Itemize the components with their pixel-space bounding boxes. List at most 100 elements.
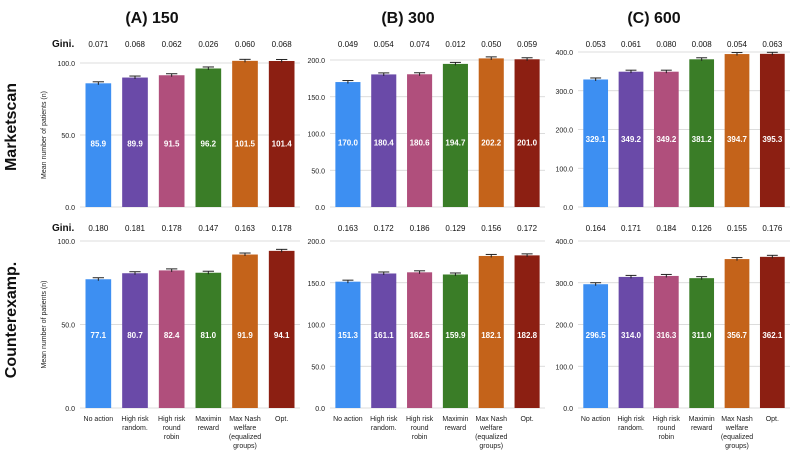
bar-value-label: 170.0 (338, 138, 359, 147)
x-tick-label: High risk (653, 416, 681, 423)
x-tick-label: welfare (479, 425, 503, 432)
y-tick-label: 100.0 (57, 61, 75, 68)
bar-value-label: 81.0 (201, 331, 217, 340)
x-tick-label: Maximin (442, 416, 468, 423)
bar-value-label: 180.4 (374, 138, 395, 147)
gini-label: Gini. (52, 223, 74, 234)
y-tick-label: 50.0 (61, 133, 75, 140)
y-tick-label: 300.0 (555, 281, 573, 288)
bar (85, 83, 112, 207)
bar (335, 281, 361, 408)
bar (478, 58, 504, 208)
gini-value: 0.178 (162, 224, 183, 233)
bar (407, 272, 433, 408)
bar-value-label: 349.2 (656, 135, 677, 144)
bar (689, 278, 715, 408)
y-tick-label: 50.0 (311, 168, 325, 175)
y-tick-label: 150.0 (307, 95, 325, 102)
x-tick-label: High risk (158, 416, 186, 423)
x-tick-label: Maximin (689, 416, 715, 423)
gini-value: 0.176 (762, 224, 783, 233)
x-tick-label: (equalized (229, 434, 261, 441)
bar (85, 279, 112, 408)
x-tick-label: (equalized (475, 434, 507, 441)
x-tick-label: random. (618, 425, 644, 432)
x-tick-label: Max Nash (721, 416, 753, 423)
x-tick-label: round (411, 425, 429, 432)
bar-value-label: 180.6 (410, 138, 431, 147)
y-tick-label: 100.0 (57, 239, 75, 246)
bar (232, 60, 258, 208)
column-title-0: (A) 150 (125, 10, 178, 27)
bar-value-label: 362.1 (762, 331, 783, 340)
bar-value-label: 89.9 (127, 140, 143, 149)
y-tick-label: 0.0 (315, 205, 325, 212)
gini-value: 0.180 (88, 224, 109, 233)
bar (724, 54, 750, 208)
bar-value-label: 201.0 (517, 138, 538, 147)
gini-value: 0.008 (692, 40, 713, 49)
bar (653, 275, 679, 408)
bar-value-label: 91.5 (164, 140, 180, 149)
y-tick-label: 0.0 (65, 205, 75, 212)
gini-value: 0.074 (410, 40, 431, 49)
y-tick-label: 400.0 (555, 239, 573, 246)
gini-value: 0.049 (338, 40, 359, 49)
x-tick-label: reward (691, 425, 713, 432)
y-tick-label: 200.0 (555, 128, 573, 135)
gini-value: 0.155 (727, 224, 748, 233)
gini-value: 0.129 (445, 224, 466, 233)
bar-value-label: 77.1 (91, 331, 107, 340)
x-tick-label: No action (84, 416, 114, 423)
gini-value: 0.178 (272, 224, 293, 233)
x-tick-label: robin (659, 434, 675, 441)
gini-value: 0.026 (198, 40, 219, 49)
y-axis-label: Mean number of patients (n) (41, 91, 48, 179)
x-tick-label: High risk (121, 416, 149, 423)
bar (618, 71, 644, 207)
bar-value-label: 202.2 (481, 138, 502, 147)
bar (195, 68, 222, 207)
bar-value-label: 85.9 (91, 140, 107, 149)
bar (122, 77, 148, 207)
bar (407, 74, 433, 207)
bar (583, 284, 609, 408)
bar-value-label: 162.5 (410, 331, 431, 340)
bar (759, 53, 785, 207)
y-tick-label: 100.0 (307, 323, 325, 330)
bar (759, 256, 785, 408)
y-tick-label: 50.0 (311, 364, 325, 371)
gini-value: 0.060 (235, 40, 256, 49)
gini-value: 0.163 (338, 224, 359, 233)
bar-value-label: 101.4 (272, 140, 293, 149)
x-tick-label: random. (122, 425, 148, 432)
gini-value: 0.172 (374, 224, 395, 233)
y-tick-label: 0.0 (65, 406, 75, 413)
bar (514, 255, 540, 408)
gini-value: 0.126 (692, 224, 713, 233)
gini-value: 0.171 (621, 224, 642, 233)
column-title-2: (C) 600 (627, 10, 680, 27)
gini-value: 0.172 (517, 224, 538, 233)
x-tick-label: High risk (370, 416, 398, 423)
y-tick-label: 100.0 (555, 364, 573, 371)
bar (232, 254, 258, 408)
x-tick-label: Opt. (275, 416, 288, 423)
bar-value-label: 94.1 (274, 331, 290, 340)
gini-value: 0.164 (586, 224, 607, 233)
bar (122, 273, 148, 408)
bar-value-label: 91.9 (237, 331, 253, 340)
x-tick-label: Max Nash (475, 416, 507, 423)
gini-value: 0.156 (481, 224, 502, 233)
gini-value: 0.054 (727, 40, 748, 49)
gini-value: 0.012 (445, 40, 466, 49)
x-tick-label: groups) (233, 443, 257, 450)
bar (268, 60, 295, 207)
y-tick-label: 50.0 (61, 323, 75, 330)
bar (158, 75, 185, 208)
x-tick-label: round (163, 425, 181, 432)
bar-value-label: 82.4 (164, 331, 180, 340)
gini-value: 0.184 (656, 224, 677, 233)
x-tick-label: robin (412, 434, 428, 441)
